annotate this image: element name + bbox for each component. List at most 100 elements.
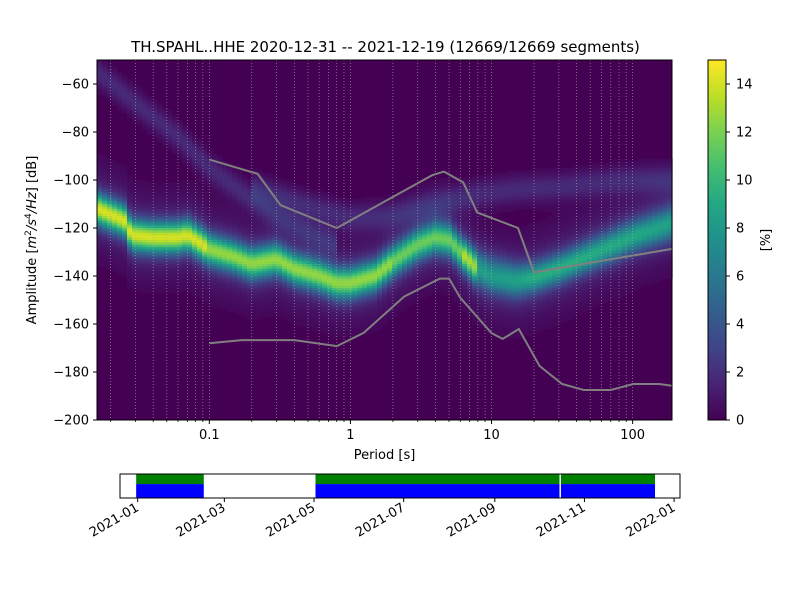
heatmap-cell (457, 208, 463, 212)
heatmap-cell (122, 264, 128, 267)
heatmap-cell (497, 314, 503, 318)
heatmap-cell (502, 324, 508, 327)
heatmap-cell (262, 225, 268, 229)
heatmap-cell (347, 252, 353, 255)
heatmap-cell (322, 218, 328, 222)
heatmap-cell (182, 129, 188, 133)
heatmap-cell (112, 223, 118, 227)
heatmap-cell (222, 237, 228, 241)
heatmap-cell (367, 276, 373, 279)
heatmap-cell (337, 247, 343, 251)
heatmap-cell (267, 307, 273, 311)
heatmap-cell (487, 189, 493, 193)
heatmap-cell (232, 196, 238, 200)
heatmap-cell (327, 256, 333, 260)
heatmap-cell (107, 196, 113, 200)
heatmap-cell (222, 211, 228, 215)
heatmap-cell (102, 81, 108, 85)
heatmap-cell (322, 194, 328, 198)
heatmap-cell (107, 81, 113, 85)
heatmap-cell (387, 216, 393, 219)
heatmap-cell (97, 244, 103, 248)
heatmap-cell (372, 218, 378, 222)
heatmap-cell (132, 86, 138, 90)
heatmap-cell (162, 110, 168, 114)
heatmap-cell (407, 240, 413, 243)
heatmap-cell (277, 309, 283, 313)
heatmap-cell (192, 189, 198, 193)
heatmap-cell (497, 316, 503, 320)
heatmap-cell (317, 271, 323, 275)
heatmap-cell (117, 189, 123, 193)
heatmap-cell (142, 187, 148, 191)
heatmap-cell (217, 177, 223, 181)
heatmap-cell (332, 223, 338, 227)
heatmap-cell (252, 268, 258, 272)
heatmap-cell (162, 182, 168, 186)
heatmap-cell (287, 184, 293, 188)
heatmap-cell (352, 276, 358, 279)
heatmap-cell (292, 206, 298, 210)
heatmap-cell (312, 324, 318, 327)
heatmap-cell (262, 211, 268, 215)
heatmap-cell (217, 290, 223, 294)
heatmap-cell (137, 280, 143, 284)
heatmap-cell (282, 208, 288, 212)
heatmap-cell (282, 283, 288, 287)
heatmap-cell (382, 304, 388, 308)
heatmap-cell (442, 268, 448, 272)
heatmap-cell (142, 273, 148, 277)
heatmap-cell (257, 276, 263, 279)
heatmap-cell (517, 201, 523, 205)
heatmap-cell (252, 240, 258, 243)
heatmap-cell (272, 292, 278, 296)
heatmap-cell (437, 283, 443, 287)
heatmap-cell (492, 307, 498, 311)
heatmap-cell (272, 189, 278, 193)
heatmap-cell (132, 230, 138, 234)
heatmap-cell (342, 333, 348, 337)
heatmap-cell (342, 302, 348, 306)
heatmap-cell (247, 180, 253, 183)
heatmap-cell (232, 228, 238, 231)
heatmap-cell (97, 201, 103, 205)
heatmap-cell (332, 216, 338, 219)
heatmap-cell (317, 283, 323, 287)
heatmap-cell (297, 307, 303, 311)
heatmap-cell (152, 271, 158, 275)
heatmap-cell (152, 268, 158, 272)
heatmap-cell (152, 108, 158, 111)
heatmap-cell (327, 283, 333, 287)
heatmap-cell (427, 292, 433, 296)
heatmap-cell (202, 266, 208, 270)
heatmap-cell (127, 208, 133, 212)
heatmap-cell (227, 220, 233, 224)
heatmap-cell (477, 184, 483, 188)
heatmap-cell (492, 187, 498, 191)
heatmap-cell (247, 211, 253, 215)
heatmap-cell (517, 283, 523, 287)
heatmap-cell (362, 297, 368, 301)
heatmap-cell (157, 132, 163, 135)
heatmap-cell (432, 199, 438, 203)
heatmap-cell (127, 232, 133, 236)
heatmap-cell (202, 168, 208, 171)
heatmap-cell (472, 292, 478, 296)
heatmap-cell (207, 247, 213, 251)
heatmap-cell (202, 156, 208, 159)
heatmap-cell (222, 285, 228, 289)
heatmap-cell (217, 273, 223, 277)
heatmap-cell (492, 230, 498, 234)
heatmap-cell (127, 177, 133, 181)
heatmap-cell (117, 225, 123, 229)
heatmap-cell (257, 184, 263, 188)
heatmap-cell (237, 295, 243, 299)
heatmap-cell (217, 182, 223, 186)
heatmap-cell (507, 199, 513, 203)
heatmap-cell (177, 189, 183, 193)
heatmap-cell (487, 235, 493, 239)
heatmap-cell (257, 242, 263, 246)
heatmap-cell (367, 288, 373, 291)
heatmap-cell (357, 300, 363, 303)
heatmap-cell (247, 216, 253, 219)
